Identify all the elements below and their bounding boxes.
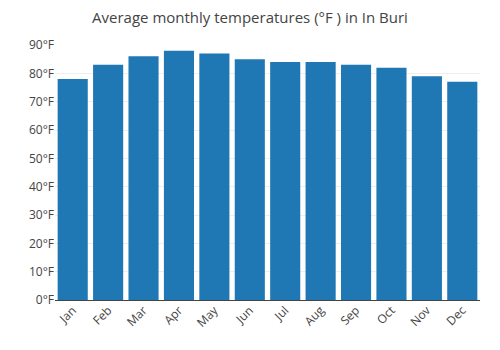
svg-text:30°F: 30°F <box>29 206 54 223</box>
svg-text:10°F: 10°F <box>29 263 54 280</box>
svg-text:Oct: Oct <box>373 302 399 328</box>
svg-text:Average monthly temperatures (: Average monthly temperatures (°F ) in In… <box>92 7 408 27</box>
svg-text:90°F: 90°F <box>29 36 54 53</box>
svg-text:0°F: 0°F <box>36 291 54 308</box>
svg-text:Aug: Aug <box>300 302 328 330</box>
svg-text:60°F: 60°F <box>29 121 54 138</box>
svg-text:Jan: Jan <box>55 302 80 327</box>
svg-text:Dec: Dec <box>442 302 469 329</box>
svg-text:Sep: Sep <box>336 302 363 329</box>
svg-text:20°F: 20°F <box>29 235 54 252</box>
svg-text:Nov: Nov <box>406 302 434 330</box>
svg-text:May: May <box>193 301 222 330</box>
svg-text:Apr: Apr <box>160 302 186 328</box>
svg-text:70°F: 70°F <box>29 93 54 110</box>
svg-text:Jul: Jul <box>270 302 292 324</box>
svg-text:Mar: Mar <box>123 302 151 330</box>
svg-text:80°F: 80°F <box>29 65 54 82</box>
svg-text:50°F: 50°F <box>29 150 54 167</box>
svg-text:Jun: Jun <box>231 302 256 327</box>
svg-text:Feb: Feb <box>89 302 115 328</box>
svg-text:40°F: 40°F <box>29 178 54 195</box>
